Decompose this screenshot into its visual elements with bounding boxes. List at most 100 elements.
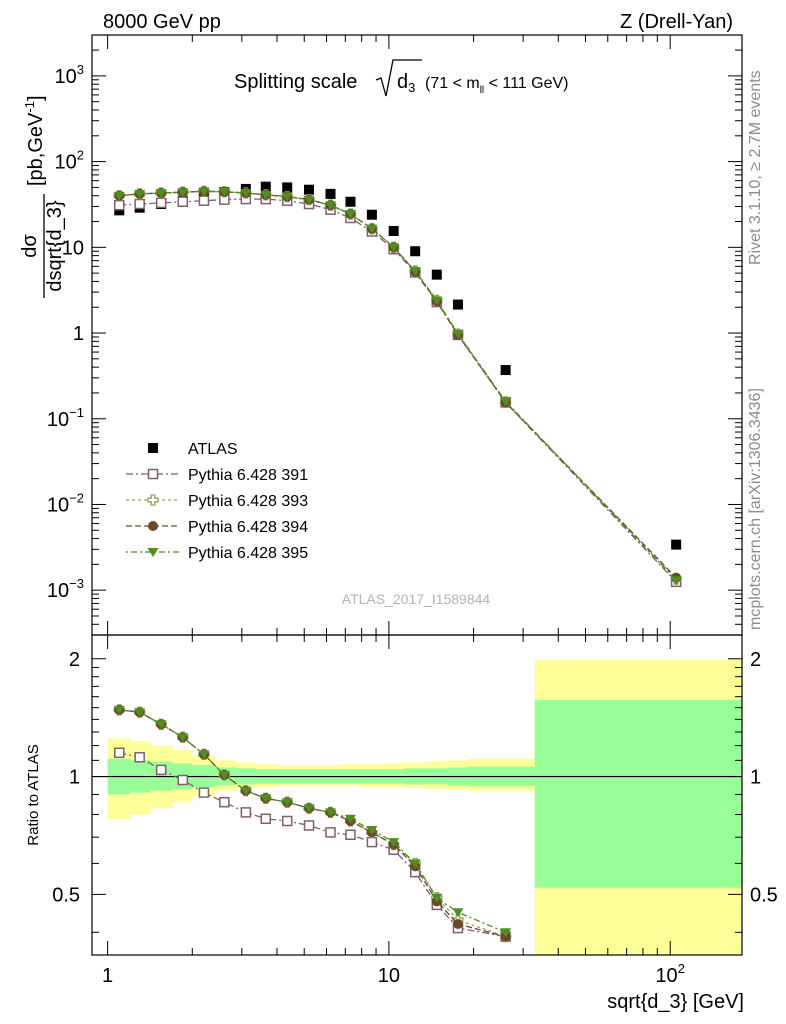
point-atlas — [410, 246, 421, 257]
legend-entry-atlas: ATLAS — [148, 441, 238, 458]
chart-title: Splitting scale — [234, 71, 357, 93]
ratio-y-tick-label-left: 2 — [69, 649, 80, 671]
legend-label: ATLAS — [188, 441, 238, 458]
ratio-y-tick-label-right: 1 — [750, 767, 761, 789]
point-p395 — [218, 187, 230, 197]
sqrt-symbol — [375, 59, 422, 97]
x-tick-label: 102 — [655, 961, 684, 987]
ratio-point-p395 — [366, 826, 378, 836]
ratio-point-p391 — [303, 820, 315, 831]
header-right: Z (Drell-Yan) — [620, 11, 733, 33]
ratio-point-p395 — [177, 733, 189, 743]
main-series-layer — [113, 181, 682, 588]
x-axis-label: sqrt{d_3} [GeV] — [607, 991, 744, 1013]
legend-label: Pythia 6.428 395 — [188, 545, 308, 562]
ratio-point-p395 — [452, 908, 464, 918]
point-p395 — [240, 189, 252, 199]
ratio-point-p395 — [113, 705, 125, 715]
point-p395 — [198, 187, 210, 197]
ratio-tick-labels: 0.5 0.5 1 1 2 2 1 10 102 — [52, 649, 778, 987]
legend-marker-p391 — [147, 468, 159, 480]
point-p395 — [452, 329, 464, 339]
legend-marker-atlas — [148, 443, 158, 453]
ratio-point-p395 — [325, 808, 337, 818]
y-tick-label: 10−2 — [47, 490, 84, 516]
point-p391 — [198, 195, 210, 206]
title-cut: (71 < mll < 111 GeV) — [425, 75, 568, 96]
point-atlas — [366, 209, 377, 220]
legend-marker-p394 — [148, 521, 158, 531]
ratio-point-p395 — [134, 708, 146, 718]
ratio-point-p395 — [260, 794, 272, 804]
point-p395 — [113, 191, 125, 201]
ratio-y-tick-label-left: 1 — [69, 767, 80, 789]
legend-label: Pythia 6.428 391 — [188, 467, 308, 484]
y-tick-label: 1 — [73, 323, 84, 345]
y-tick-label: 102 — [55, 148, 84, 174]
point-p391 — [177, 196, 189, 208]
point-atlas — [431, 269, 442, 280]
ratio-point-p395 — [431, 893, 443, 903]
point-p395 — [281, 192, 293, 202]
ratio-frame — [91, 634, 743, 956]
band-inner — [534, 699, 743, 888]
point-p395 — [177, 188, 189, 198]
ratio-point-p395 — [281, 798, 293, 808]
y-tick-label: 10−3 — [47, 576, 84, 602]
side-label-bottom: mcplots.cern.ch [arXiv:1306.3436] — [747, 388, 764, 630]
point-p395 — [260, 190, 272, 200]
main-y-axis-label: dσ dsqrt{d_3} [pb,GeV-1] — [19, 95, 66, 298]
point-p395 — [344, 209, 356, 219]
x-tick-label: 10 — [378, 965, 400, 987]
ratio-point-p391 — [155, 764, 167, 776]
y-label-numerator: dσ — [19, 234, 41, 258]
ratio-point-p395 — [344, 814, 356, 824]
ratio-point-p395 — [240, 786, 252, 796]
point-atlas — [388, 226, 399, 237]
series-p395 — [113, 187, 682, 586]
ratio-point-p395 — [218, 770, 230, 780]
ratio-point-p391 — [134, 752, 145, 763]
point-p395 — [500, 397, 512, 407]
point-p395 — [388, 243, 400, 253]
side-label-top: Rivet 3.1.10, ≥ 2.7M events — [747, 70, 764, 265]
point-p395 — [155, 189, 167, 199]
ratio-series-layer — [113, 704, 512, 943]
ratio-point-p391 — [240, 807, 252, 818]
legend: ATLAS Pythia 6.428 391 Pythia 6.428 393 Pyt… — [126, 441, 308, 562]
legend-label: Pythia 6.428 394 — [188, 519, 308, 536]
point-atlas — [325, 188, 336, 199]
ratio-panel: 0.5 0.5 1 1 2 2 1 10 102 Ratio to ATLAS sqrt{d_3… — [25, 634, 778, 1013]
legend-marker-p393 — [147, 494, 159, 506]
ratio-y-tick-label-right: 0.5 — [750, 884, 778, 906]
y-tick-label: 103 — [55, 62, 84, 88]
ratio-point-p395 — [198, 750, 210, 760]
ratio-y-axis-label: Ratio to ATLAS — [25, 744, 42, 845]
watermark: ATLAS_2017_I1589844 — [342, 591, 491, 607]
ratio-point-p394 — [452, 919, 463, 930]
point-p395 — [366, 224, 378, 234]
ratio-y-ticks — [92, 658, 742, 933]
point-p395 — [134, 189, 146, 199]
ratio-series-p395 — [113, 705, 512, 938]
y-tick-label: 10−1 — [47, 405, 84, 431]
point-p395 — [670, 576, 682, 586]
ratio-point-p391 — [345, 829, 356, 841]
ratio-point-p391 — [198, 787, 210, 798]
point-atlas — [671, 539, 682, 550]
ratio-point-p391 — [366, 836, 378, 848]
point-atlas — [282, 182, 293, 193]
ratio-x-ticks — [107, 635, 671, 955]
ratio-point-p391 — [260, 813, 272, 825]
ratio-point-p391 — [177, 774, 189, 786]
y-label-unit: [pb,GeV-1] — [22, 95, 47, 186]
legend-entry-p395: Pythia 6.428 395 — [126, 545, 308, 562]
ratio-uncertainty-bands — [107, 659, 743, 955]
legend-entry-p393: Pythia 6.428 393 — [126, 493, 308, 510]
y-label-denominator: dsqrt{d_3} — [44, 200, 66, 292]
ratio-point-p391 — [281, 815, 293, 827]
legend-entry-p394: Pythia 6.428 394 — [126, 519, 308, 536]
